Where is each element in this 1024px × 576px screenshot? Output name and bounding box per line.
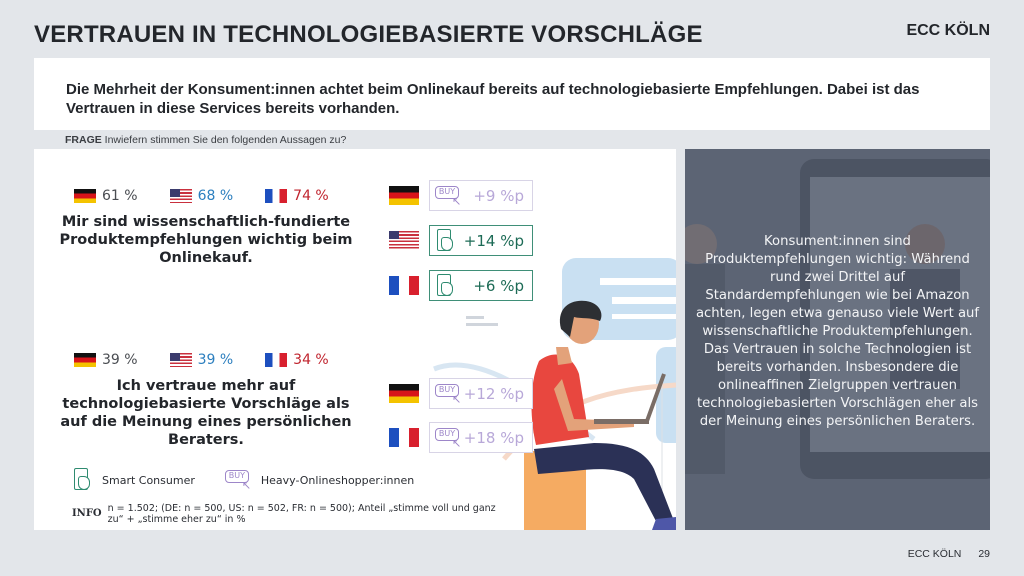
delta-value: +12 %p: [463, 384, 524, 403]
page-title: VERTRAUEN IN TECHNOLOGIEBASIERTE VORSCHL…: [34, 21, 703, 48]
legend: Smart Consumer BUY ↖ Heavy-Onlineshopper:…: [72, 467, 414, 493]
value-de: 39 %: [74, 352, 138, 368]
delta-row: BUY ↖ +12 %p: [389, 378, 533, 409]
chat-line-shape: [600, 278, 676, 285]
smartphone-hand-icon: [435, 228, 457, 254]
delta-row: BUY ↖ +9 %p: [389, 180, 533, 211]
legend-label: Heavy-Onlineshopper:innen: [260, 473, 415, 487]
delta-row: +6 %p: [389, 270, 533, 301]
delta-badge-heavy: BUY ↖ +18 %p: [429, 422, 533, 453]
usa-flag-icon: [169, 189, 192, 203]
shoe-shape: [652, 517, 676, 530]
lead-box: Die Mehrheit der Konsument:innen achtet …: [34, 58, 990, 130]
buy-cursor-icon: BUY ↖: [224, 468, 253, 492]
chat-line-shape: [612, 314, 676, 319]
delta-row: BUY ↖ +18 %p: [389, 422, 533, 453]
neck-shape: [556, 347, 572, 365]
value-us: 39 %: [169, 352, 234, 368]
statement-2-text: Ich vertraue mehr auf technologiebasiert…: [60, 378, 352, 448]
delta-value: +6 %p: [473, 276, 524, 295]
info-label: INFO: [72, 508, 102, 519]
delta-value: +18 %p: [463, 428, 524, 447]
delta-badge-smart: +6 %p: [429, 270, 533, 301]
delta-value: +9 %p: [473, 186, 524, 205]
value-us: 68 %: [169, 188, 234, 204]
chat-dash-shape: [466, 316, 484, 319]
value-de-text: 61 %: [102, 188, 138, 204]
info-note: INFO n = 1.502; (DE: n = 500, US: n = 50…: [72, 503, 508, 525]
smartphone-hand-icon: [435, 273, 457, 299]
pants-shape: [534, 443, 674, 525]
summary-text: Konsument:innen sind Produktempfehlungen…: [695, 234, 980, 429]
value-fr-text: 74 %: [293, 188, 329, 204]
value-us-text: 39 %: [197, 352, 234, 368]
value-us-text: 68 %: [197, 188, 234, 204]
statement-2-values: 39 % 39 % 34 %: [74, 352, 329, 368]
question-line: FRAGE Inwiefern stimmen Sie den folgende…: [65, 134, 346, 146]
question-label: FRAGE: [65, 134, 102, 146]
chat-dash-shape: [466, 323, 498, 326]
laptop-base-shape: [594, 419, 649, 424]
usa-flag-icon: [389, 231, 419, 250]
delta-badge-heavy: BUY ↖ +12 %p: [429, 378, 533, 409]
chat-bubble-small-shape: [656, 347, 676, 443]
legend-item-smart: Smart Consumer: [72, 467, 195, 493]
value-fr: 34 %: [265, 352, 329, 368]
delta-badge-heavy: BUY ↖ +9 %p: [429, 180, 533, 211]
france-flag-icon: [389, 428, 419, 447]
info-text: n = 1.502; (DE: n = 500, US: n = 502, FR…: [107, 503, 496, 525]
legend-label: Smart Consumer: [102, 473, 195, 487]
germany-flag-icon: [74, 189, 96, 203]
question-text: Inwiefern stimmen Sie den folgenden Auss…: [104, 134, 347, 146]
germany-flag-icon: [389, 186, 419, 205]
brand-logo: ECC KÖLN: [906, 22, 990, 39]
france-flag-icon: [265, 189, 288, 203]
delta-value: +14 %p: [463, 231, 524, 250]
germany-flag-icon: [74, 353, 96, 367]
buy-cursor-icon: BUY ↖: [435, 426, 463, 450]
value-de-text: 39 %: [102, 352, 138, 368]
page-number: 29: [978, 548, 990, 560]
france-flag-icon: [389, 276, 419, 295]
value-de: 61 %: [74, 188, 138, 204]
usa-flag-icon: [169, 353, 192, 367]
summary-panel: Konsument:innen sind Produktempfehlungen…: [685, 149, 990, 530]
statement-1-text: Mir sind wissenschaftlich-fundierte Prod…: [59, 214, 353, 266]
france-flag-icon: [265, 353, 288, 367]
germany-flag-icon: [389, 384, 419, 403]
laptop-screen-shape: [645, 373, 666, 422]
lead-text: Die Mehrheit der Konsument:innen achtet …: [66, 81, 920, 117]
results-panel: 61 % 68 % 74 % Mir sind wissenschaftlich…: [34, 149, 676, 530]
value-fr-text: 34 %: [293, 352, 329, 368]
smartphone-hand-icon: [72, 467, 94, 493]
buy-cursor-icon: BUY ↖: [435, 184, 463, 208]
value-fr: 74 %: [265, 188, 329, 204]
footer-brand: ECC KÖLN: [907, 548, 962, 560]
delta-row: +14 %p: [389, 225, 533, 256]
buy-cursor-icon: BUY ↖: [435, 382, 463, 406]
chat-line-shape: [612, 297, 676, 304]
hair-shape: [559, 300, 602, 337]
overlay: [685, 149, 990, 530]
illustration-person-laptop: [433, 258, 676, 530]
footer: ECC KÖLN 29: [908, 548, 990, 560]
legend-item-heavy: BUY ↖ Heavy-Onlineshopper:innen: [224, 468, 415, 492]
statement-1-values: 61 % 68 % 74 %: [74, 188, 329, 204]
delta-badge-smart: +14 %p: [429, 225, 533, 256]
